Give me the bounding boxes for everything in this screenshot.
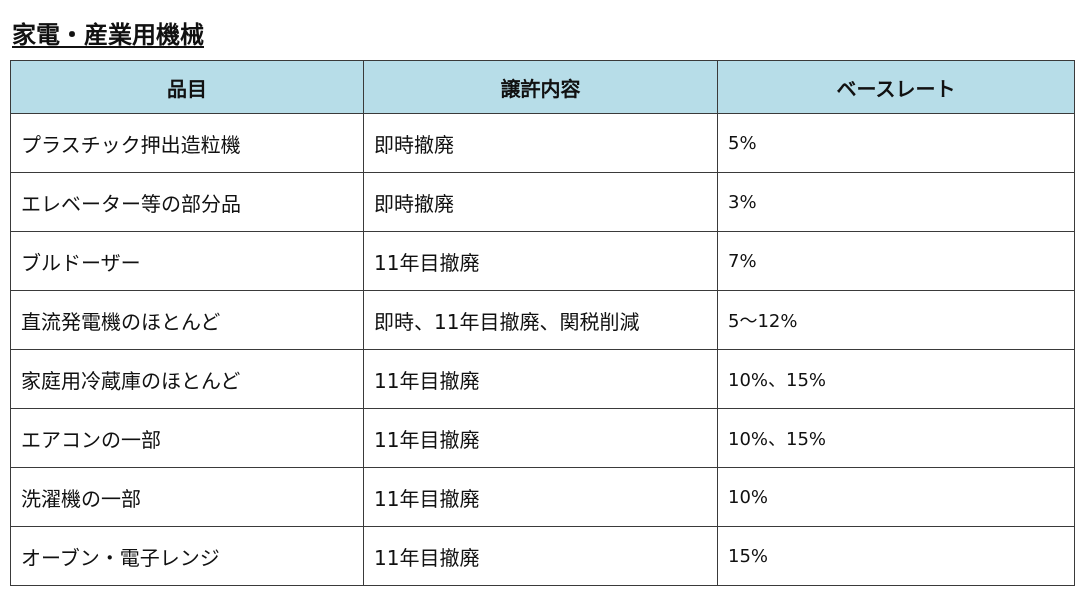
cell-base-rate: 5～12% [717,290,1075,350]
cell-item: エレベーター等の部分品 [10,172,364,232]
cell-base-rate: 10% [717,467,1075,527]
table-row: エレベーター等の部分品 即時撤廃 3% [10,172,1075,232]
table-header-row: 品目 譲許内容 ベースレート [10,60,1075,114]
header-base-rate: ベースレート [717,60,1075,114]
cell-item: エアコンの一部 [10,408,364,468]
cell-item: オーブン・電子レンジ [10,526,364,586]
cell-base-rate: 10%、15% [717,408,1075,468]
cell-concession: 即時撤廃 [363,113,718,173]
header-item: 品目 [10,60,364,114]
cell-concession: 11年目撤廃 [363,231,718,291]
page-title: 家電・産業用機械 [12,21,204,49]
table-row: オーブン・電子レンジ 11年目撤廃 15% [10,526,1075,586]
table-row: 直流発電機のほとんど 即時、11年目撤廃、関税削減 5～12% [10,290,1075,350]
table-row: 家庭用冷蔵庫のほとんど 11年目撤廃 10%、15% [10,349,1075,409]
cell-item: 家庭用冷蔵庫のほとんど [10,349,364,409]
cell-item: 洗濯機の一部 [10,467,364,527]
cell-base-rate: 3% [717,172,1075,232]
cell-concession: 11年目撤廃 [363,526,718,586]
cell-item: 直流発電機のほとんど [10,290,364,350]
table-row: ブルドーザー 11年目撤廃 7% [10,231,1075,291]
cell-item: プラスチック押出造粒機 [10,113,364,173]
cell-concession: 11年目撤廃 [363,349,718,409]
cell-base-rate: 7% [717,231,1075,291]
table-row: エアコンの一部 11年目撤廃 10%、15% [10,408,1075,468]
table-row: 洗濯機の一部 11年目撤廃 10% [10,467,1075,527]
table-row: プラスチック押出造粒機 即時撤廃 5% [10,113,1075,173]
cell-concession: 11年目撤廃 [363,408,718,468]
cell-base-rate: 10%、15% [717,349,1075,409]
cell-base-rate: 15% [717,526,1075,586]
cell-item: ブルドーザー [10,231,364,291]
tariff-table: 品目 譲許内容 ベースレート プラスチック押出造粒機 即時撤廃 5% エレベータ… [10,60,1075,586]
cell-concession: 11年目撤廃 [363,467,718,527]
cell-concession: 即時撤廃 [363,172,718,232]
cell-base-rate: 5% [717,113,1075,173]
header-concession: 譲許内容 [363,60,718,114]
cell-concession: 即時、11年目撤廃、関税削減 [363,290,718,350]
